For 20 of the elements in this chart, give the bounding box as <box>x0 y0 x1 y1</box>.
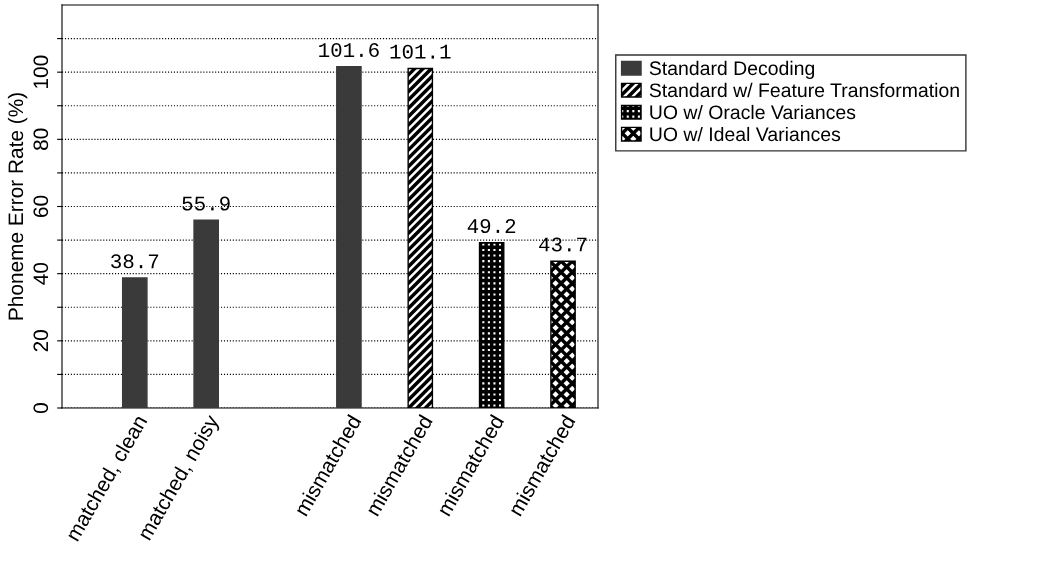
y-tick-label: 20 <box>33 330 49 352</box>
bar <box>121 277 148 408</box>
y-tick-label: 40 <box>33 262 49 285</box>
data-label: 55.9 <box>182 196 230 211</box>
y-tick-label: 0 <box>33 403 49 413</box>
y-axis-title: Phoneme Error Rate (%) <box>7 93 28 320</box>
bar <box>336 66 362 408</box>
y-tick-label: 100 <box>33 55 49 88</box>
legend-label: Standard Decoding <box>649 60 815 79</box>
y-tick-label: 80 <box>33 128 49 151</box>
y-tick-label: 60 <box>33 195 49 218</box>
data-label: 101.6 <box>319 42 379 58</box>
bar <box>193 219 219 408</box>
legend-label: UO w/ Ideal Variances <box>650 126 841 142</box>
legend-label: Standard w/ Feature Transformation <box>649 82 959 98</box>
data-label: 49.2 <box>467 218 516 234</box>
data-label: 43.7 <box>539 237 587 252</box>
legend-label: UO w/ Oracle Variances <box>650 104 856 120</box>
data-label: 38.7 <box>111 254 159 269</box>
data-label: 101.1 <box>390 44 451 59</box>
